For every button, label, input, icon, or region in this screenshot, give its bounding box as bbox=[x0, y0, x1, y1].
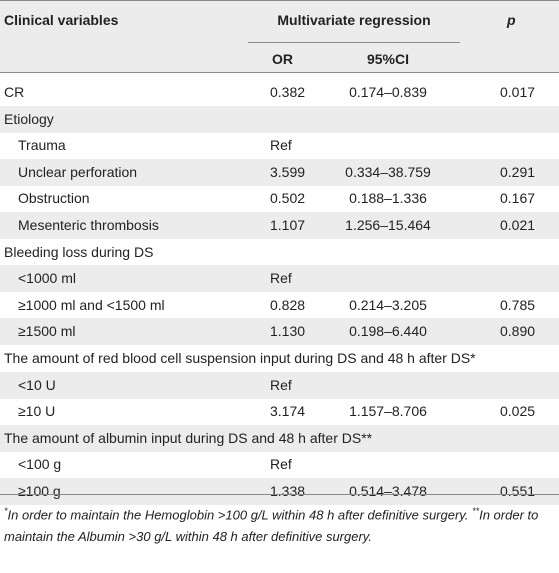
row-ci: 0.174–0.839 bbox=[349, 84, 427, 100]
footnote-mark-2: ** bbox=[472, 506, 480, 516]
row-or: Ref bbox=[270, 456, 292, 473]
row-p: 0.785 bbox=[500, 296, 536, 313]
row-or: 0.502 bbox=[270, 190, 306, 207]
table-row: The amount of red blood cell suspension … bbox=[0, 345, 559, 372]
row-label: ≥1500 ml bbox=[18, 323, 76, 340]
row-ci: 1.157–8.706 bbox=[349, 403, 427, 420]
row-p: 0.551 bbox=[500, 483, 536, 499]
header-p: p bbox=[507, 12, 516, 28]
row-p: 0.291 bbox=[500, 163, 536, 180]
row-ci: 0.334–38.759 bbox=[345, 163, 431, 180]
row-or: 0.828 bbox=[270, 296, 306, 313]
table-row: <100 g Ref bbox=[0, 451, 559, 478]
row-ci: 0.198–6.440 bbox=[349, 323, 427, 340]
row-ci: 0.514–3.478 bbox=[349, 483, 427, 499]
row-label: ≥1000 ml and <1500 ml bbox=[18, 296, 165, 313]
row-label: <1000 ml bbox=[18, 270, 76, 287]
row-label: The amount of red blood cell suspension … bbox=[4, 350, 476, 366]
row-label: Unclear perforation bbox=[18, 163, 138, 180]
row-ci: 0.188–1.336 bbox=[349, 190, 427, 207]
row-label: ≥100 g bbox=[18, 483, 61, 499]
row-label: ≥10 U bbox=[18, 403, 56, 420]
footnote-mark-1: * bbox=[4, 506, 8, 516]
table-row: ≥100 g 1.338 0.514–3.478 0.551 bbox=[0, 478, 559, 505]
header-clinical-variables: Clinical variables bbox=[4, 12, 119, 28]
row-label: Obstruction bbox=[18, 190, 90, 207]
row-or: 0.382 bbox=[270, 84, 306, 100]
header-rule bbox=[0, 72, 559, 73]
row-or: 1.107 bbox=[270, 217, 306, 233]
row-or: Ref bbox=[270, 137, 292, 154]
row-p: 0.021 bbox=[500, 217, 536, 233]
table-row: Bleeding loss during DS bbox=[0, 239, 559, 266]
header-or: OR bbox=[272, 51, 293, 67]
footnote-text-2: In order to maintain the Albumin >30 g/L… bbox=[4, 507, 539, 545]
row-ci: 0.214–3.205 bbox=[349, 296, 427, 313]
row-p: 0.025 bbox=[500, 403, 536, 420]
table-row: Mesenteric thrombosis 1.107 1.256–15.464 0.… bbox=[0, 212, 559, 239]
table-row: Obstruction 0.502 0.188–1.336 0.167 bbox=[0, 185, 559, 212]
row-label: The amount of albumin input during DS an… bbox=[4, 429, 373, 446]
bottom-rule bbox=[0, 494, 559, 495]
row-label: CR bbox=[4, 84, 25, 100]
table-row: <10 U Ref bbox=[0, 371, 559, 399]
table-row: Trauma Ref bbox=[0, 132, 559, 159]
row-p: 0.167 bbox=[500, 190, 536, 207]
row-label: <100 g bbox=[18, 456, 62, 473]
table-row: Etiology bbox=[0, 105, 559, 133]
table-row: The amount of albumin input during DS an… bbox=[0, 424, 559, 452]
row-label: Mesenteric thrombosis bbox=[18, 217, 159, 233]
table-row: ≥1000 ml and <1500 ml 0.828 0.214–3.205 0.7… bbox=[0, 292, 559, 319]
top-rule bbox=[0, 0, 559, 1]
row-label: Bleeding loss during DS bbox=[4, 243, 154, 260]
row-or: Ref bbox=[270, 270, 292, 287]
row-label: Etiology bbox=[4, 110, 54, 127]
table-header bbox=[0, 0, 559, 72]
footnote-text-1: In order to maintain the Hemoglobin >100… bbox=[7, 507, 469, 523]
table-row: CR 0.382 0.174–0.839 0.017 bbox=[0, 79, 559, 106]
header-multivariate-regression: Multivariate regression bbox=[277, 12, 431, 28]
row-or: 1.338 bbox=[270, 483, 306, 499]
table-row: ≥1500 ml 1.130 0.198–6.440 0.890 bbox=[0, 318, 559, 346]
table-row: <1000 ml Ref bbox=[0, 265, 559, 293]
row-label: <10 U bbox=[18, 376, 56, 393]
row-label: Trauma bbox=[18, 137, 66, 154]
row-ci: 1.256–15.464 bbox=[345, 217, 431, 233]
footnote: *In order to maintain the Hemoglobin >10… bbox=[4, 500, 552, 548]
header-ci: 95%CI bbox=[366, 51, 410, 67]
row-or: 3.599 bbox=[270, 163, 306, 180]
row-or: 1.130 bbox=[270, 323, 306, 340]
table-row: Unclear perforation 3.599 0.334–38.759 0.29… bbox=[0, 158, 559, 186]
row-p: 0.890 bbox=[500, 323, 536, 340]
row-p: 0.017 bbox=[500, 84, 536, 100]
row-or: 3.174 bbox=[270, 403, 306, 420]
table-row: ≥10 U 3.174 1.157–8.706 0.025 bbox=[0, 398, 559, 425]
group-underline bbox=[248, 42, 460, 43]
row-or: Ref bbox=[270, 376, 292, 393]
